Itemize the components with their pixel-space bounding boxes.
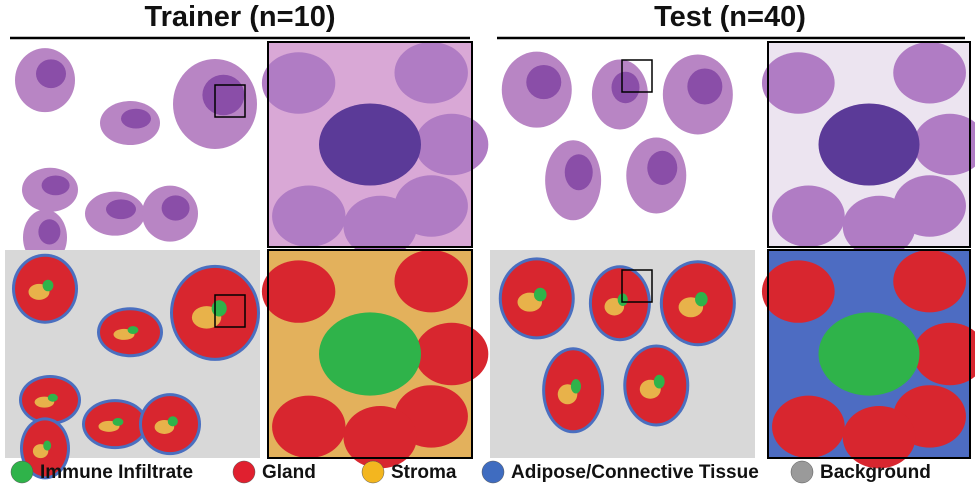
tissue (564, 154, 593, 191)
zoom-frame (267, 249, 473, 459)
legend-swatch (481, 460, 505, 484)
tissue (647, 150, 678, 185)
panel-title: Test (n=40) (654, 1, 806, 33)
zoom-frame (767, 41, 971, 248)
tissue (161, 195, 190, 221)
legend-label: Stroma (391, 462, 457, 483)
gland (761, 52, 835, 114)
tissue (167, 416, 178, 427)
tissue (38, 219, 61, 245)
gland (261, 260, 336, 323)
legend: Immune Infiltrate Gland Stroma Adipose/Conn… (10, 460, 931, 484)
tissue (43, 440, 52, 451)
gland (893, 42, 966, 104)
legend-swatch (232, 460, 256, 484)
gland (272, 395, 346, 458)
tissue (41, 175, 70, 196)
tissue (526, 64, 562, 100)
legend-swatch (10, 460, 34, 484)
tissue (695, 292, 708, 307)
tissue (687, 68, 723, 105)
gland (913, 113, 975, 176)
gland (772, 395, 845, 458)
tissue (127, 326, 139, 334)
legend-label: Gland (262, 462, 316, 483)
gland (761, 260, 835, 323)
infiltrate (818, 312, 920, 396)
legend-label: Background (820, 462, 931, 483)
gland (394, 42, 468, 104)
tissue (36, 59, 66, 89)
infiltrate (319, 103, 421, 186)
gland (893, 250, 966, 313)
tissue (653, 374, 665, 389)
infiltrate (319, 312, 421, 396)
gland (414, 322, 489, 386)
roi-box (214, 294, 246, 328)
gland (343, 406, 417, 469)
tissue (611, 71, 640, 104)
gland (842, 195, 916, 258)
legend-label: Adipose/Connective Tissue (511, 462, 759, 483)
zoom-frame (767, 249, 971, 459)
tissue (42, 279, 54, 292)
gland (272, 185, 346, 247)
gland (261, 52, 336, 114)
roi-box (621, 269, 653, 303)
gland (394, 250, 468, 313)
images (5, 41, 975, 480)
tissue (202, 74, 245, 116)
legend-label: Immune Infiltrate (40, 462, 193, 483)
panel-title: Trainer (n=10) (145, 1, 336, 33)
tissue (570, 379, 581, 394)
tissue (121, 108, 151, 129)
gland (414, 113, 489, 176)
tissue (112, 417, 124, 426)
tissue (211, 300, 227, 317)
roi-box (621, 59, 653, 93)
tissue (47, 393, 58, 402)
infiltrate (818, 103, 920, 186)
gland (343, 195, 417, 258)
zoom-frame (267, 41, 473, 248)
tissue (533, 287, 547, 302)
roi-box (214, 84, 246, 118)
legend-swatch (790, 460, 814, 484)
gland (842, 406, 916, 469)
gland (772, 185, 845, 247)
tissue (106, 199, 136, 220)
legend-swatch (361, 460, 385, 484)
gland (913, 322, 975, 386)
